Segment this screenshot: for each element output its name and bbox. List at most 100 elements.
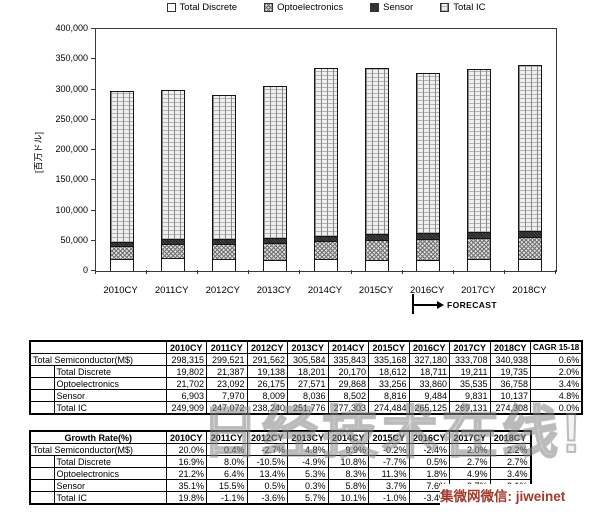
- value-cell: 18,201: [287, 365, 329, 378]
- y-tick-mark: [91, 28, 95, 29]
- x-tick-mark: [452, 270, 454, 274]
- bar-segment-sensor: [262, 238, 287, 244]
- indent-cell: [29, 467, 55, 480]
- value-cell: -2.7%: [246, 443, 288, 456]
- x-tick-mark: [146, 270, 148, 274]
- value-cell: 19.8%: [165, 491, 207, 505]
- y-tick-label: 50,000: [60, 234, 88, 245]
- indent-cell: [29, 365, 55, 378]
- bar-segment-total-discrete: [262, 260, 287, 271]
- value-cell: 274,484: [368, 401, 410, 415]
- row-label-cell: Total IC: [53, 401, 167, 415]
- legend-label: Total IC: [453, 2, 486, 13]
- year-header-cell: 2014CY: [327, 430, 369, 444]
- bar-segment-total-ic: [262, 86, 287, 239]
- bar-segment-total-discrete: [416, 259, 441, 271]
- y-tick-label: 300,000: [55, 83, 88, 94]
- row-label-cell: Optoelectronics: [53, 467, 167, 480]
- y-tick-mark: [91, 149, 95, 150]
- bar-2012CY: [211, 94, 236, 271]
- value-cell: 10,137: [489, 389, 531, 402]
- value-cell: 0.0%: [530, 401, 583, 415]
- legend-item-optoelectronics: Optoelectronics: [264, 2, 343, 13]
- y-tick-mark: [91, 270, 95, 271]
- legend-label: Sensor: [383, 2, 414, 13]
- bar-segment-total-discrete: [467, 259, 492, 271]
- table-row: Total Semiconductor(M$) 20.0% 0.4% -2.7% 4.8…: [29, 443, 531, 456]
- table-row: Sensor 6,903 7,970 8,009 8,036 8,502 8,816 9,48…: [29, 389, 583, 402]
- red-watermark: 集微网微信: jiweinet: [440, 484, 602, 510]
- year-header-cell: 2013CY: [287, 430, 329, 444]
- value-cell: 27,571: [287, 377, 329, 390]
- year-header-cell: 2016CY: [408, 430, 450, 444]
- x-tick-label: 2014CY: [307, 285, 343, 296]
- year-header-cell: 2010CY: [165, 430, 207, 444]
- x-tick-label: 2015CY: [358, 285, 394, 296]
- value-cell: 33,860: [408, 377, 450, 390]
- y-tick-label: 400,000: [55, 23, 88, 33]
- value-cell: 8.3%: [327, 467, 369, 480]
- value-cell: -4.9%: [287, 455, 329, 468]
- forecast-arrow-icon: [437, 301, 444, 309]
- value-cell: 20.0%: [165, 443, 207, 456]
- year-header-cell: 2017CY: [449, 430, 491, 444]
- legend-item-sensor: Sensor: [370, 2, 413, 13]
- bar-segment-total-ic: [211, 94, 236, 239]
- value-cell: 277,303: [327, 401, 369, 415]
- value-cell: 8,816: [368, 389, 410, 402]
- indent-cell: [29, 389, 55, 402]
- value-cell: -1.0%: [368, 491, 410, 505]
- values-table: 2010CY 2011CY 2012CY 2013CY 2014CY 2015CY 2016…: [29, 340, 584, 415]
- indent-cell: [29, 491, 55, 505]
- y-tick-mark: [91, 58, 95, 60]
- forecast-arrow-line: [413, 304, 437, 306]
- value-cell: 23,092: [206, 377, 248, 390]
- total-ic-swatch-icon: [440, 3, 450, 12]
- value-cell: 335,168: [368, 353, 410, 366]
- value-cell: -7.7%: [368, 455, 410, 468]
- value-cell: 4.9%: [449, 467, 491, 480]
- value-cell: 5.3%: [287, 467, 329, 480]
- value-cell: 10.1%: [327, 491, 369, 505]
- x-tick-mark: [197, 270, 199, 274]
- value-cell: 0.5%: [408, 455, 450, 468]
- x-tick-mark: [299, 270, 301, 274]
- value-cell: 2.0%: [449, 443, 491, 456]
- legend-label: Total Discrete: [179, 2, 238, 13]
- value-cell: 18,612: [368, 365, 410, 378]
- value-cell: 35.1%: [165, 479, 207, 492]
- value-cell: 19,138: [246, 365, 288, 378]
- value-cell: 2.0%: [530, 365, 583, 378]
- year-header-cell: 2018CY: [489, 430, 531, 444]
- x-tick-label: 2013CY: [256, 285, 292, 296]
- x-tick-label: 2017CY: [461, 285, 496, 296]
- y-tick-mark: [91, 88, 95, 90]
- header-row: 2010CY 2011CY 2012CY 2013CY 2014CY 2015CY 2016…: [29, 340, 583, 354]
- row-label-cell: Sensor: [53, 479, 167, 492]
- value-cell: 5.7%: [287, 491, 329, 505]
- y-tick-label: 250,000: [55, 113, 88, 124]
- row-label-cell: Total Semiconductor(M$): [29, 353, 167, 366]
- year-header-cell: 2012CY: [246, 430, 288, 444]
- legend-label: Optoelectronics: [277, 2, 344, 13]
- bar-segment-total-ic: [109, 90, 134, 242]
- value-cell: 19,735: [489, 365, 531, 378]
- value-cell: 19,802: [165, 365, 207, 378]
- value-cell: 8,009: [246, 389, 288, 402]
- bar-segment-optoelectronics: [416, 239, 441, 260]
- year-header-cell: 2018CY: [489, 340, 531, 354]
- table-corner-cell: Growth Rate(%): [29, 430, 167, 444]
- value-cell: -10.5%: [246, 455, 288, 468]
- bar-segment-sensor: [467, 231, 492, 238]
- value-cell: 298,315: [165, 353, 207, 366]
- bar-segment-optoelectronics: [262, 243, 287, 260]
- table-row: Optoelectronics 21.2% 6.4% 13.4% 5.3% 8.3% 11.…: [29, 467, 531, 480]
- total-discrete-swatch-icon: [166, 3, 176, 12]
- x-tick-mark: [95, 270, 96, 274]
- bar-segment-sensor: [211, 238, 236, 244]
- y-tick-label: 200,000: [55, 144, 88, 154]
- y-tick-mark: [91, 118, 95, 120]
- value-cell: 6,903: [165, 389, 207, 402]
- forecast-label: FORECAST: [447, 300, 497, 310]
- value-cell: 291,562: [246, 353, 288, 366]
